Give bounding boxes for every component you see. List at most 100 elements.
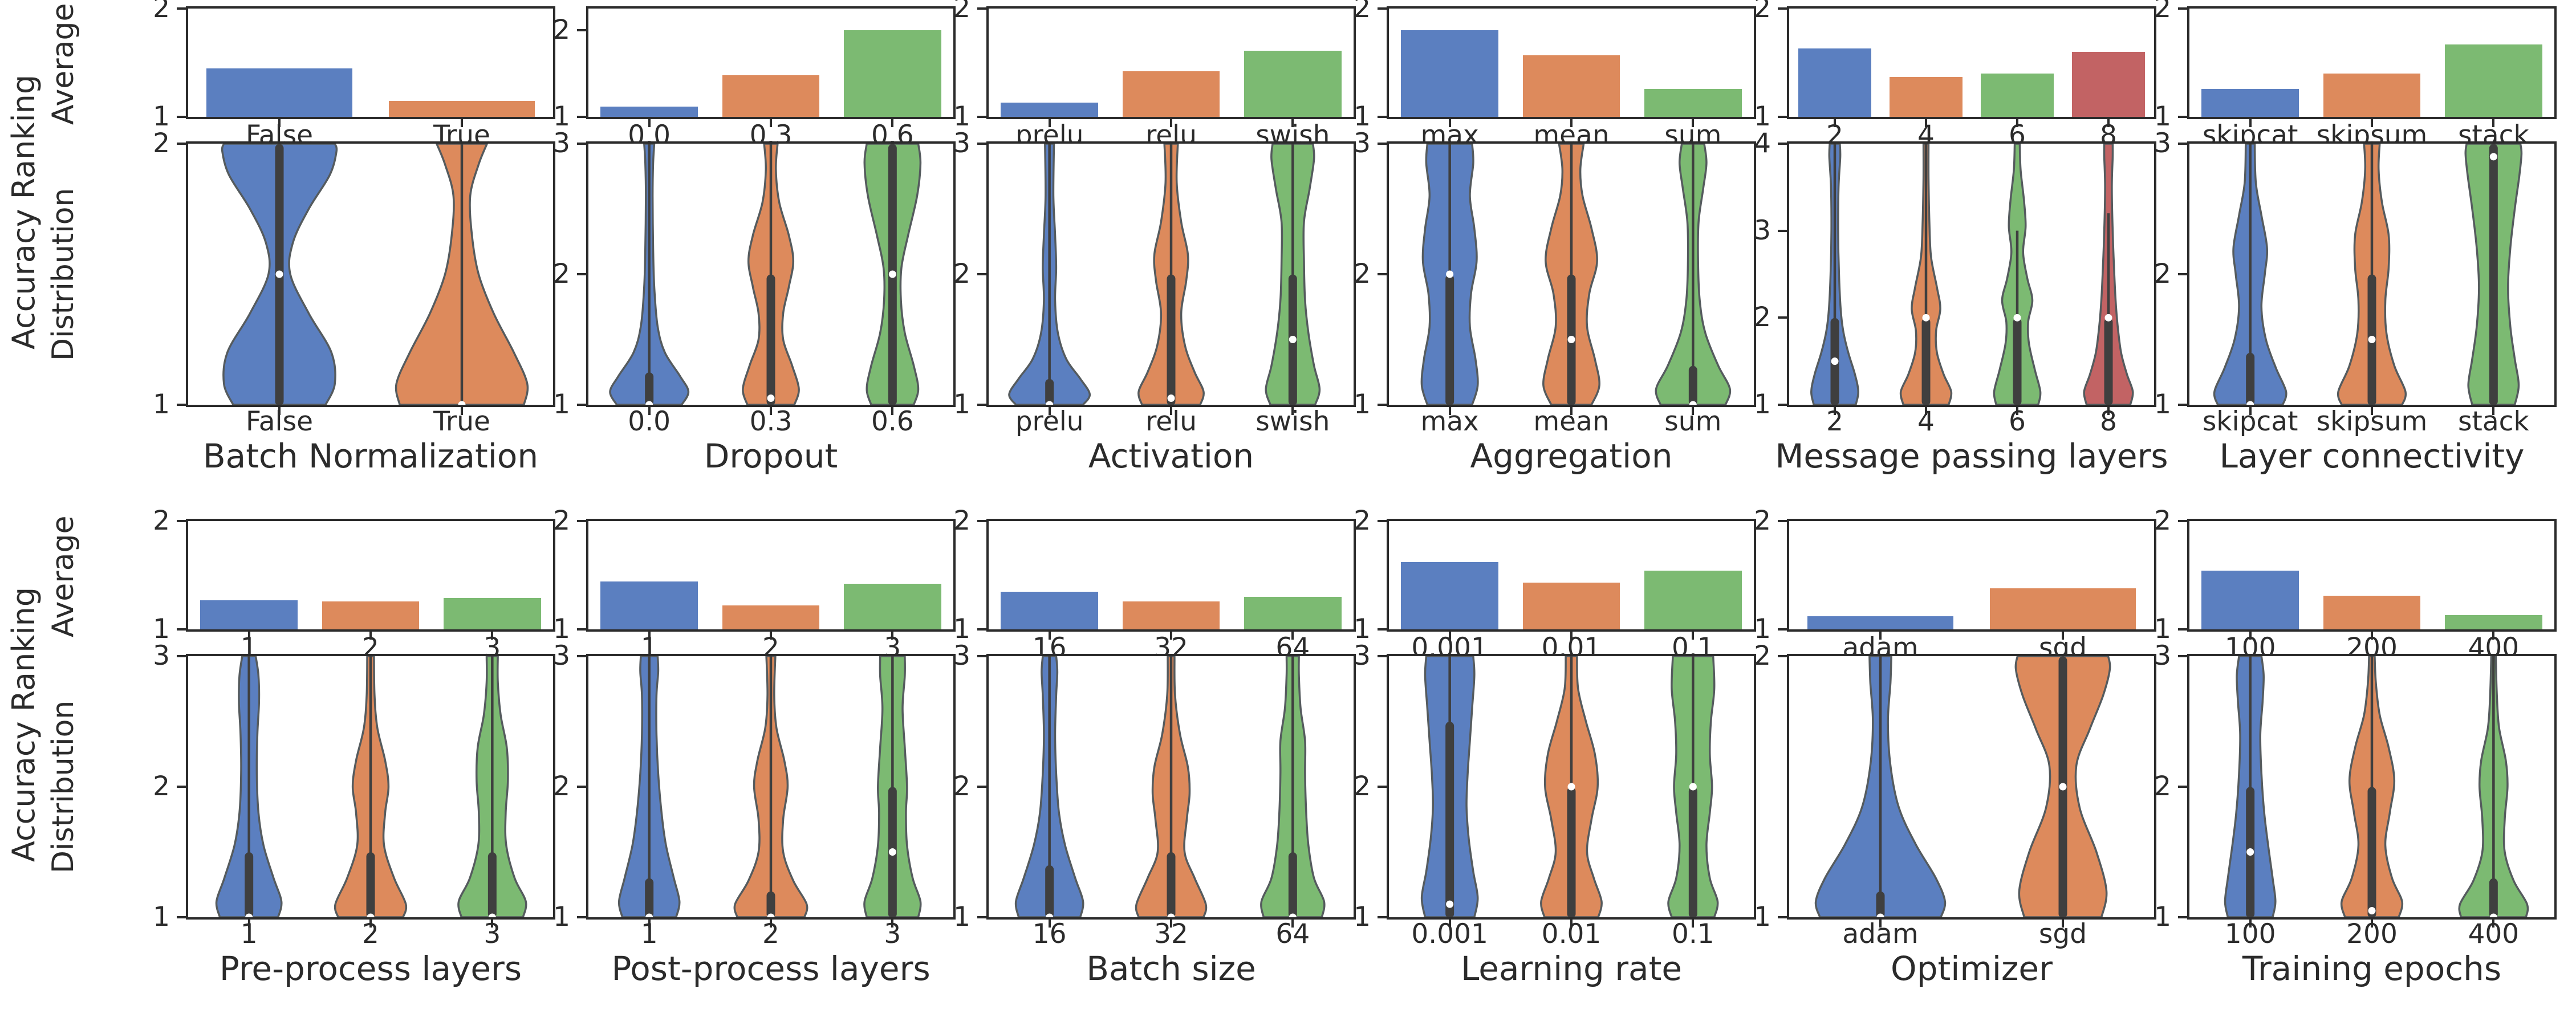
bar-prelu <box>1001 103 1098 117</box>
ylabel-average-row1: Average <box>46 515 80 637</box>
x-tick-mark <box>2107 407 2110 415</box>
y-tick-mark <box>1378 520 1387 522</box>
x-tick-mark <box>891 119 894 127</box>
y-tick-mark <box>577 786 586 788</box>
y-tick-mark <box>977 116 986 118</box>
x-tick-mark <box>1879 632 1882 640</box>
violin-panel-message-passing-layers: 1 2 3 4 <box>1754 128 2156 420</box>
xlabel-learning-rate: Learning rate <box>1460 949 1683 988</box>
x-tick-mark <box>1048 119 1051 127</box>
y-tick-label: 2 <box>553 771 570 802</box>
violin-category-label: 0.01 <box>1541 918 1602 950</box>
y-tick-label: 3 <box>1754 214 1771 246</box>
y-tick-label: 2 <box>1354 505 1371 536</box>
violin-category-label: 3 <box>483 918 501 950</box>
bar-0.1 <box>1644 571 1742 629</box>
violin-median-dot <box>2013 314 2021 322</box>
violin-median-dot <box>2059 783 2067 791</box>
x-tick-mark <box>278 119 281 127</box>
y-tick-mark <box>1378 628 1387 631</box>
x-tick-mark <box>1170 119 1172 127</box>
x-tick-mark <box>2062 920 2064 928</box>
x-tick-mark <box>1925 119 1927 127</box>
bar-mean <box>1522 55 1620 117</box>
y-tick-label: 1 <box>1354 613 1371 645</box>
ylabel-distribution-row0: Distribution <box>46 188 80 361</box>
bar-400 <box>2445 615 2542 629</box>
violin-median-dot <box>1046 913 1054 917</box>
x-tick-mark <box>1570 632 1573 640</box>
y-tick-mark <box>977 520 986 522</box>
x-tick-mark <box>1170 407 1172 415</box>
violin-median-dot <box>645 401 653 405</box>
violin-category-label: sgd <box>2038 918 2087 950</box>
y-tick-label: 3 <box>1354 128 1371 159</box>
violin-category-label: 32 <box>1154 918 1188 950</box>
bar-4 <box>1890 76 1963 117</box>
y-tick-mark <box>977 273 986 275</box>
violin-median-dot <box>1689 401 1697 405</box>
y-tick-label: 3 <box>2154 128 2171 159</box>
violin-median-dot <box>367 913 375 917</box>
y-tick-label: 2 <box>553 258 570 290</box>
x-tick-mark <box>1692 632 1695 640</box>
x-tick-mark <box>648 407 651 415</box>
x-tick-mark <box>461 119 463 127</box>
x-tick-mark <box>891 632 894 640</box>
y-tick-label: 1 <box>1354 389 1371 420</box>
bar-0.01 <box>1522 583 1620 629</box>
violin-category-label: 1 <box>640 918 658 950</box>
x-tick-mark <box>2107 119 2110 127</box>
y-tick-label: 1 <box>2154 901 2171 933</box>
bar-3 <box>444 597 541 629</box>
x-tick-mark <box>2371 632 2373 640</box>
bar-skipsum <box>2323 74 2421 117</box>
y-tick-label: 2 <box>1354 771 1371 802</box>
ylabel-average-row0: Average <box>46 3 80 125</box>
y-tick-mark <box>177 7 186 10</box>
violin-category-label: 4 <box>1917 406 1935 437</box>
violin-category-label: sum <box>1664 406 1722 437</box>
violin-category-label: 0.0 <box>628 406 671 437</box>
x-tick-mark <box>491 920 494 928</box>
x-tick-mark <box>2371 119 2373 127</box>
y-tick-mark <box>1778 7 1787 10</box>
violin-median-dot <box>1046 401 1054 405</box>
x-tick-mark <box>648 920 651 928</box>
y-tick-mark <box>1778 628 1787 631</box>
violin-category-label: 0.001 <box>1411 918 1488 950</box>
bar-64 <box>1244 597 1342 629</box>
xlabel-dropout: Dropout <box>704 437 838 475</box>
y-tick-mark <box>177 404 186 406</box>
y-tick-mark <box>977 143 986 145</box>
violin-category-label: 6 <box>2009 406 2026 437</box>
x-tick-mark <box>648 632 651 640</box>
y-tick-label: 1 <box>153 389 170 420</box>
bar-1 <box>200 600 298 629</box>
y-tick-label: 1 <box>953 389 970 420</box>
x-tick-mark <box>247 920 250 928</box>
y-tick-label: 1 <box>153 613 170 645</box>
xlabel-activation: Activation <box>1088 437 1254 475</box>
x-tick-mark <box>369 920 372 928</box>
violin-median-dot <box>888 848 896 856</box>
x-tick-mark <box>491 632 494 640</box>
y-tick-label: 1 <box>1754 613 1771 645</box>
bar-sgd <box>1990 588 2136 629</box>
violin-median-dot <box>245 913 253 917</box>
x-tick-mark <box>2492 119 2495 127</box>
violin-median-dot <box>888 270 896 278</box>
violin-median-dot <box>1876 913 1884 917</box>
bar-adam <box>1807 616 1953 629</box>
x-tick-mark <box>2249 407 2252 415</box>
violin-median-dot <box>1167 394 1175 402</box>
y-tick-label: 2 <box>1354 0 1371 24</box>
ylabel-accuracy-ranking-row1: Accuracy Ranking <box>6 587 42 863</box>
violin-median-dot <box>2489 913 2497 917</box>
bar-2 <box>322 601 420 629</box>
